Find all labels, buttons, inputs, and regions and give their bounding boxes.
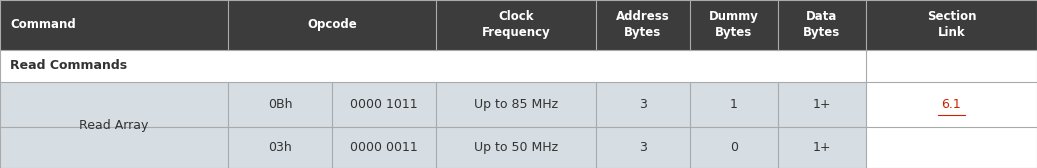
Text: Dummy
Bytes: Dummy Bytes	[708, 10, 759, 39]
Text: Opcode: Opcode	[307, 18, 357, 31]
Text: 1+: 1+	[813, 98, 831, 111]
Text: 3: 3	[639, 98, 647, 111]
Text: 6.1: 6.1	[942, 98, 961, 111]
Text: Read Commands: Read Commands	[10, 59, 128, 72]
Text: 03h: 03h	[269, 141, 291, 154]
Text: Section
Link: Section Link	[927, 10, 976, 39]
Text: 0Bh: 0Bh	[268, 98, 292, 111]
Text: 0: 0	[730, 141, 737, 154]
Text: 1: 1	[730, 98, 737, 111]
Text: Read Array: Read Array	[80, 119, 148, 132]
Text: Up to 50 MHz: Up to 50 MHz	[474, 141, 558, 154]
Bar	[0, 0, 1037, 50]
Text: Data
Bytes: Data Bytes	[804, 10, 840, 39]
Text: Command: Command	[10, 18, 76, 31]
Text: 1+: 1+	[813, 141, 831, 154]
Bar	[866, 82, 1037, 168]
Bar	[0, 50, 1037, 82]
Text: 0000 0011: 0000 0011	[349, 141, 418, 154]
Text: Address
Bytes: Address Bytes	[616, 10, 670, 39]
Text: 3: 3	[639, 141, 647, 154]
Text: Up to 85 MHz: Up to 85 MHz	[474, 98, 558, 111]
Text: 0000 1011: 0000 1011	[349, 98, 418, 111]
Text: Clock
Frequency: Clock Frequency	[481, 10, 551, 39]
Bar	[0, 82, 1037, 168]
